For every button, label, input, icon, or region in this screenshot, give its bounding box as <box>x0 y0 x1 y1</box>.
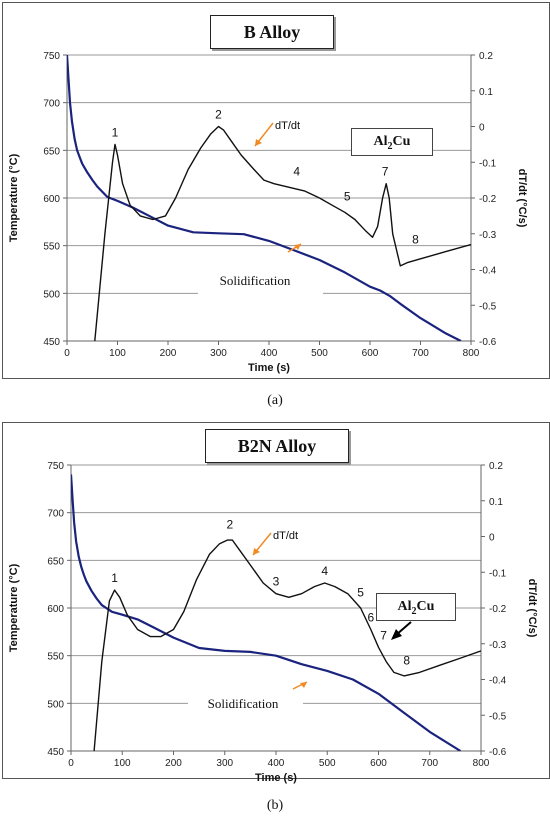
chart-a-y2tick-label: -0.5 <box>479 301 497 312</box>
caption-a: (a) <box>0 393 550 409</box>
chart-a-y2tick-label: -0.3 <box>479 230 497 241</box>
chart-b-temperature-line <box>71 474 462 751</box>
chart-b-y2label: dT/dt (°C/s) <box>526 579 538 638</box>
chart-a-ytick-label: 650 <box>43 146 60 157</box>
chart-a-xtick-label: 800 <box>463 348 480 359</box>
chart-a-temperature-line <box>67 55 462 341</box>
chart-a-xtick-label: 100 <box>109 348 126 359</box>
chart-b-ytick-label: 650 <box>47 556 64 567</box>
chart-b-solid-arrowhead <box>300 682 307 688</box>
chart-a-dtdt-label: dT/dt <box>275 120 300 132</box>
chart-a-xtick-label: 500 <box>311 348 328 359</box>
chart-b-peak-label: 1 <box>111 571 118 585</box>
chart-a-solid-arrowhead <box>294 244 301 250</box>
chart-b-al2cu-arrowhead <box>391 629 402 640</box>
chart-a-y2tick-label: 0.1 <box>479 87 493 98</box>
chart-b-al2cu-label: Al2Cu <box>376 593 456 621</box>
chart-a-ytick-label: 600 <box>43 194 60 205</box>
chart-b-y2tick-label: -0.1 <box>489 568 507 579</box>
chart-a-xtick-label: 300 <box>210 348 227 359</box>
chart-a-peak-label: 2 <box>215 108 222 122</box>
chart-a-ytick-label: 700 <box>43 99 60 110</box>
chart-a-y2tick-label: -0.6 <box>479 337 497 348</box>
chart-b-peak-label: 6 <box>367 610 374 624</box>
chart-a-xtick-label: 600 <box>362 348 379 359</box>
chart-b-xtick-label: 500 <box>319 758 336 769</box>
caption-b-text: (b) <box>266 798 284 813</box>
chart-a-xlabel: Time (s) <box>248 362 290 374</box>
chart-a-peak-label: 4 <box>293 165 300 179</box>
chart-a-ytick-label: 550 <box>43 242 60 253</box>
chart-b-y2tick-label: 0.2 <box>489 461 503 472</box>
chart-b-peak-label: 8 <box>403 653 410 667</box>
chart-b-ytick-label: 600 <box>47 604 64 615</box>
chart-b-y2tick-label: -0.5 <box>489 711 507 722</box>
chart-a-xtick-label: 700 <box>412 348 429 359</box>
chart-b-ytick-label: 450 <box>47 747 64 758</box>
caption-a-text: (a) <box>267 393 283 408</box>
caption-b: (b) <box>0 798 550 814</box>
chart-a-y2tick-label: -0.2 <box>479 194 497 205</box>
chart-b-dtdt-line <box>93 539 481 751</box>
chart-b-peak-label: 7 <box>380 628 387 642</box>
chart-a-ytick-label: 750 <box>43 51 60 62</box>
chart-b-peak-label: 5 <box>357 585 364 599</box>
chart-b-solidification-label: Solidification <box>208 696 279 711</box>
chart-panel-b: 450 500 550 600 650 700 750 -0.6 -0.5 -0.4 -0.3 -0.… <box>2 422 550 784</box>
chart-a-y2tick-label: -0.1 <box>479 158 497 169</box>
chart-a-dtdt-line <box>94 125 471 341</box>
chart-a-peak-label: 5 <box>344 190 351 204</box>
chart-b-grid-gap <box>188 700 303 707</box>
chart-b-y2tick-label: 0 <box>489 533 495 544</box>
chart-a-y2tick-label: 0.2 <box>479 51 493 62</box>
chart-b-xtick-label: 200 <box>165 758 182 769</box>
chart-b-xtick-label: 100 <box>114 758 131 769</box>
chart-a-dtdt-arrowhead <box>255 139 262 146</box>
chart-b-peak-label: 4 <box>321 564 328 578</box>
chart-a-xtick-label: 0 <box>64 348 70 359</box>
chart-a-ytick-label: 450 <box>43 337 60 348</box>
chart-a-ylabel: Temperature (°C) <box>8 153 20 242</box>
chart-a-xtick-label: 200 <box>160 348 177 359</box>
chart-a-al2cu-label: Al2Cu <box>351 128 433 156</box>
chart-a-y2label: dT/dt (°C/s) <box>516 169 528 228</box>
chart-a-peak-label: 8 <box>412 233 419 247</box>
chart-b-y2tick-label: -0.4 <box>489 676 507 687</box>
chart-a-peak-label: 7 <box>382 165 389 179</box>
chart-panel-a: 450 500 550 600 650 700 750 -0.6 -0.5 -0.4 -0.3 -0.… <box>2 2 550 379</box>
chart-b-xtick-label: 700 <box>421 758 438 769</box>
chart-b-y2tick-label: -0.3 <box>489 640 507 651</box>
chart-b-ytick-label: 500 <box>47 699 64 710</box>
chart-b-ytick-label: 550 <box>47 652 64 663</box>
chart-b-peak-label: 3 <box>273 575 280 589</box>
chart-b-title: B2N Alloy <box>205 429 349 463</box>
chart-b-xtick-label: 600 <box>370 758 387 769</box>
chart-b-ylabel: Temperature (°C) <box>8 563 20 652</box>
chart-a-ytick-label: 500 <box>43 289 60 300</box>
chart-b-xtick-label: 0 <box>68 758 74 769</box>
chart-b-y2tick-label: -0.2 <box>489 604 507 615</box>
chart-a-grid-gap <box>198 290 323 297</box>
chart-b-dtdt-label: dT/dt <box>273 530 298 542</box>
chart-b-svg: 450500550600650700750-0.6-0.5-0.4-0.3-0.… <box>8 461 538 784</box>
chart-b-peak-label: 2 <box>227 518 234 532</box>
chart-b-ytick-label: 700 <box>47 509 64 520</box>
chart-a-y2tick-label: -0.4 <box>479 266 497 277</box>
chart-b-xlabel: Time (s) <box>255 772 297 784</box>
chart-b-y2tick-label: -0.6 <box>489 747 507 758</box>
chart-a-xtick-label: 400 <box>261 348 278 359</box>
chart-a-title: B Alloy <box>210 15 334 49</box>
chart-b-xtick-label: 400 <box>268 758 285 769</box>
chart-a-peak-label: 1 <box>112 125 119 139</box>
chart-a-solidification-label: Solidification <box>220 273 291 288</box>
chart-b-dtdt-arrowhead <box>253 548 260 555</box>
chart-a-y2tick-label: 0 <box>479 123 485 134</box>
chart-b-y2tick-label: 0.1 <box>489 497 503 508</box>
chart-b-xtick-label: 800 <box>473 758 490 769</box>
chart-a-svg: 450500550600650700750-0.6-0.5-0.4-0.3-0.… <box>8 51 528 374</box>
chart-b-ytick-label: 750 <box>47 461 64 472</box>
chart-b-xtick-label: 300 <box>216 758 233 769</box>
